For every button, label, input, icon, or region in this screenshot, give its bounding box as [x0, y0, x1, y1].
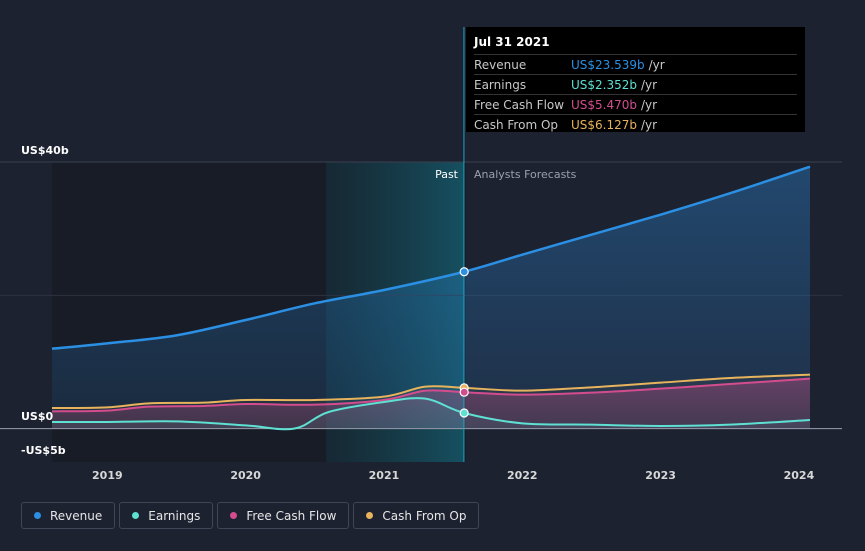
legend-dot-icon — [230, 512, 238, 519]
y-label-top: US$40b — [21, 144, 69, 157]
x-tick-label: 2019 — [92, 469, 123, 482]
tooltip-label: Revenue — [474, 57, 527, 72]
line-revenue — [51, 165, 811, 350]
legend-item-free-cash-flow[interactable]: Free Cash Flow — [217, 502, 350, 529]
x-tick-label: 2021 — [369, 469, 400, 482]
tooltip-row-revenue: Revenue US$23.539b /yr — [474, 54, 797, 74]
legend-label: Free Cash Flow — [246, 508, 337, 523]
tooltip-value: US$6.127b — [571, 117, 638, 132]
tooltip-unit: /yr — [648, 57, 665, 72]
tooltip-label: Cash From Op — [474, 117, 559, 132]
tooltip-date: Jul 31 2021 — [474, 35, 550, 49]
tooltip-label: Earnings — [474, 77, 527, 92]
legend-item-cash-from-op[interactable]: Cash From Op — [353, 502, 480, 529]
x-tick-label: 2020 — [230, 469, 261, 482]
forecast-label: Analysts Forecasts — [474, 168, 577, 181]
line-cash-from-op — [51, 373, 811, 409]
legend-dot-icon — [366, 512, 374, 519]
area-revenue — [52, 166, 810, 429]
chart-legend: Revenue Earnings Free Cash Flow Cash Fro… — [21, 502, 480, 529]
tooltip-row-free-cash-flow: Free Cash Flow US$5.470b /yr — [474, 94, 797, 114]
y-label-zero: US$0 — [21, 410, 54, 423]
legend-dot-icon — [34, 512, 41, 519]
area-earnings — [52, 398, 810, 430]
tooltip-row-earnings: Earnings US$2.352b /yr — [474, 74, 797, 94]
tooltip-unit: /yr — [641, 97, 658, 112]
legend-item-revenue[interactable]: Revenue — [21, 502, 116, 529]
legend-label: Revenue — [50, 508, 103, 523]
legend-item-earnings[interactable]: Earnings — [119, 502, 214, 529]
past-label: Past — [435, 168, 459, 181]
line-earnings — [51, 397, 811, 431]
line-free-cash-flow — [51, 377, 811, 413]
tooltip-value: US$2.352b — [571, 77, 638, 92]
legend-label: Earnings — [148, 508, 201, 523]
data-tooltip: Jul 31 2021 Revenue US$23.539b /yr Earni… — [466, 27, 805, 132]
legend-label: Cash From Op — [382, 508, 467, 523]
legend-dot-icon — [132, 512, 140, 519]
x-tick-label: 2023 — [645, 469, 676, 482]
tooltip-unit: /yr — [641, 77, 658, 92]
marker-earnings[interactable] — [459, 408, 469, 418]
y-label-bottom: -US$5b — [21, 444, 66, 457]
tooltip-label: Free Cash Flow — [474, 97, 565, 112]
x-tick-label: 2022 — [507, 469, 538, 482]
marker-free-cash-flow[interactable] — [459, 387, 469, 397]
tooltip-value: US$23.539b — [571, 57, 645, 72]
tooltip-value: US$5.470b — [571, 97, 638, 112]
tooltip-row-cash-from-op: Cash From Op US$6.127b /yr — [474, 114, 797, 134]
tooltip-unit: /yr — [641, 117, 658, 132]
x-tick-label: 2024 — [784, 469, 815, 482]
marker-revenue[interactable] — [459, 267, 469, 277]
